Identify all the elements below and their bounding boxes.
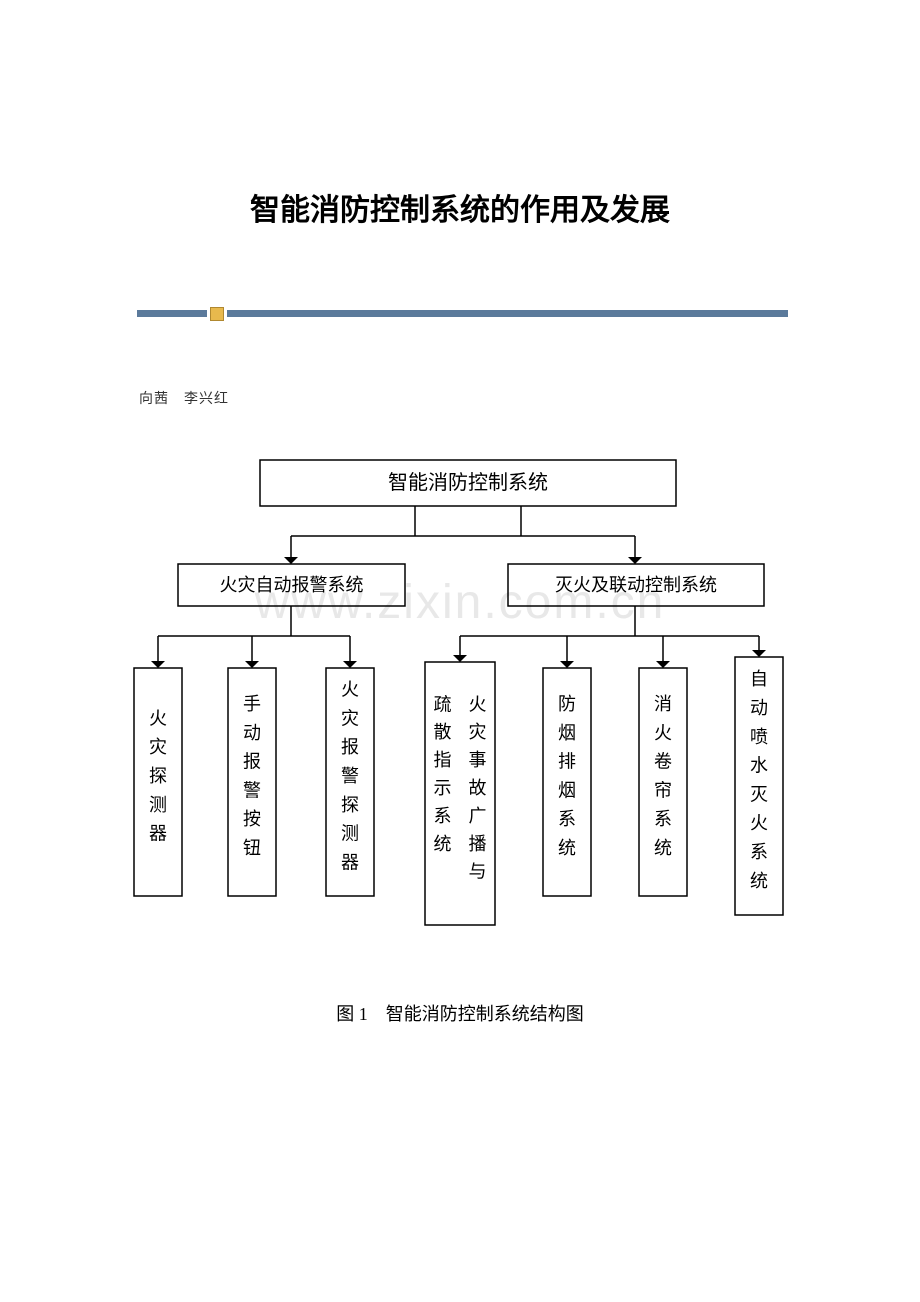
svg-text:器: 器 — [341, 852, 359, 872]
divider-right — [227, 310, 788, 317]
tree-diagram: 智能消防控制系统火灾自动报警系统灭火及联动控制系统火灾探测器手动报警按钮火灾报警… — [115, 450, 811, 995]
svg-text:指: 指 — [434, 750, 452, 770]
page-title: 智能消防控制系统的作用及发展 — [0, 0, 920, 229]
svg-text:事: 事 — [469, 750, 487, 770]
svg-text:统: 统 — [750, 871, 768, 891]
svg-text:火灾自动报警系统: 火灾自动报警系统 — [220, 575, 364, 595]
svg-text:疏: 疏 — [434, 694, 452, 714]
svg-text:警: 警 — [243, 780, 261, 800]
svg-text:火: 火 — [750, 813, 768, 833]
svg-text:故: 故 — [469, 778, 487, 798]
svg-text:报: 报 — [341, 737, 359, 757]
svg-text:灭火及联动控制系统: 灭火及联动控制系统 — [555, 575, 717, 595]
divider-bar — [137, 310, 788, 317]
svg-text:测: 测 — [149, 795, 167, 815]
authors: 向茜 李兴红 — [139, 388, 229, 408]
svg-text:探: 探 — [149, 766, 167, 786]
svg-text:动: 动 — [750, 698, 768, 718]
svg-text:系: 系 — [434, 806, 452, 826]
svg-text:广: 广 — [469, 806, 487, 826]
svg-text:灾: 灾 — [469, 722, 487, 742]
svg-text:智能消防控制系统: 智能消防控制系统 — [388, 471, 548, 494]
svg-text:防: 防 — [558, 694, 576, 714]
svg-text:火: 火 — [469, 694, 487, 714]
svg-text:示: 示 — [434, 778, 452, 798]
svg-text:警: 警 — [341, 766, 359, 786]
svg-text:散: 散 — [434, 722, 452, 742]
svg-text:喷: 喷 — [750, 727, 768, 747]
svg-text:系: 系 — [654, 809, 672, 829]
svg-text:报: 报 — [243, 752, 261, 772]
diagram-container: 智能消防控制系统火灾自动报警系统灭火及联动控制系统火灾探测器手动报警按钮火灾报警… — [115, 450, 811, 995]
svg-text:统: 统 — [654, 838, 672, 858]
svg-text:自: 自 — [750, 669, 768, 689]
svg-text:灭: 灭 — [750, 784, 768, 804]
svg-text:消: 消 — [654, 694, 672, 714]
divider-marker — [210, 307, 224, 321]
svg-text:水: 水 — [750, 756, 768, 776]
svg-text:按: 按 — [243, 809, 261, 829]
svg-text:器: 器 — [149, 824, 167, 844]
svg-text:测: 测 — [341, 824, 359, 844]
svg-text:排: 排 — [558, 752, 576, 772]
svg-text:卷: 卷 — [654, 752, 672, 772]
svg-text:火: 火 — [149, 708, 167, 728]
svg-text:播: 播 — [469, 834, 487, 854]
divider-left — [137, 310, 207, 317]
svg-text:钮: 钮 — [243, 838, 261, 858]
svg-text:统: 统 — [434, 834, 452, 854]
svg-text:火: 火 — [341, 680, 359, 700]
svg-text:帘: 帘 — [654, 780, 672, 800]
svg-text:灾: 灾 — [341, 708, 359, 728]
figure-caption: 图 1 智能消防控制系统结构图 — [0, 1000, 920, 1026]
svg-text:灾: 灾 — [149, 737, 167, 757]
svg-text:烟: 烟 — [558, 723, 576, 743]
svg-text:烟: 烟 — [558, 780, 576, 800]
svg-text:与: 与 — [469, 862, 487, 882]
svg-text:统: 统 — [558, 838, 576, 858]
svg-text:动: 动 — [243, 723, 261, 743]
svg-text:系: 系 — [750, 842, 768, 862]
svg-text:火: 火 — [654, 723, 672, 743]
svg-text:探: 探 — [341, 795, 359, 815]
svg-text:手: 手 — [243, 694, 261, 714]
svg-text:系: 系 — [558, 809, 576, 829]
